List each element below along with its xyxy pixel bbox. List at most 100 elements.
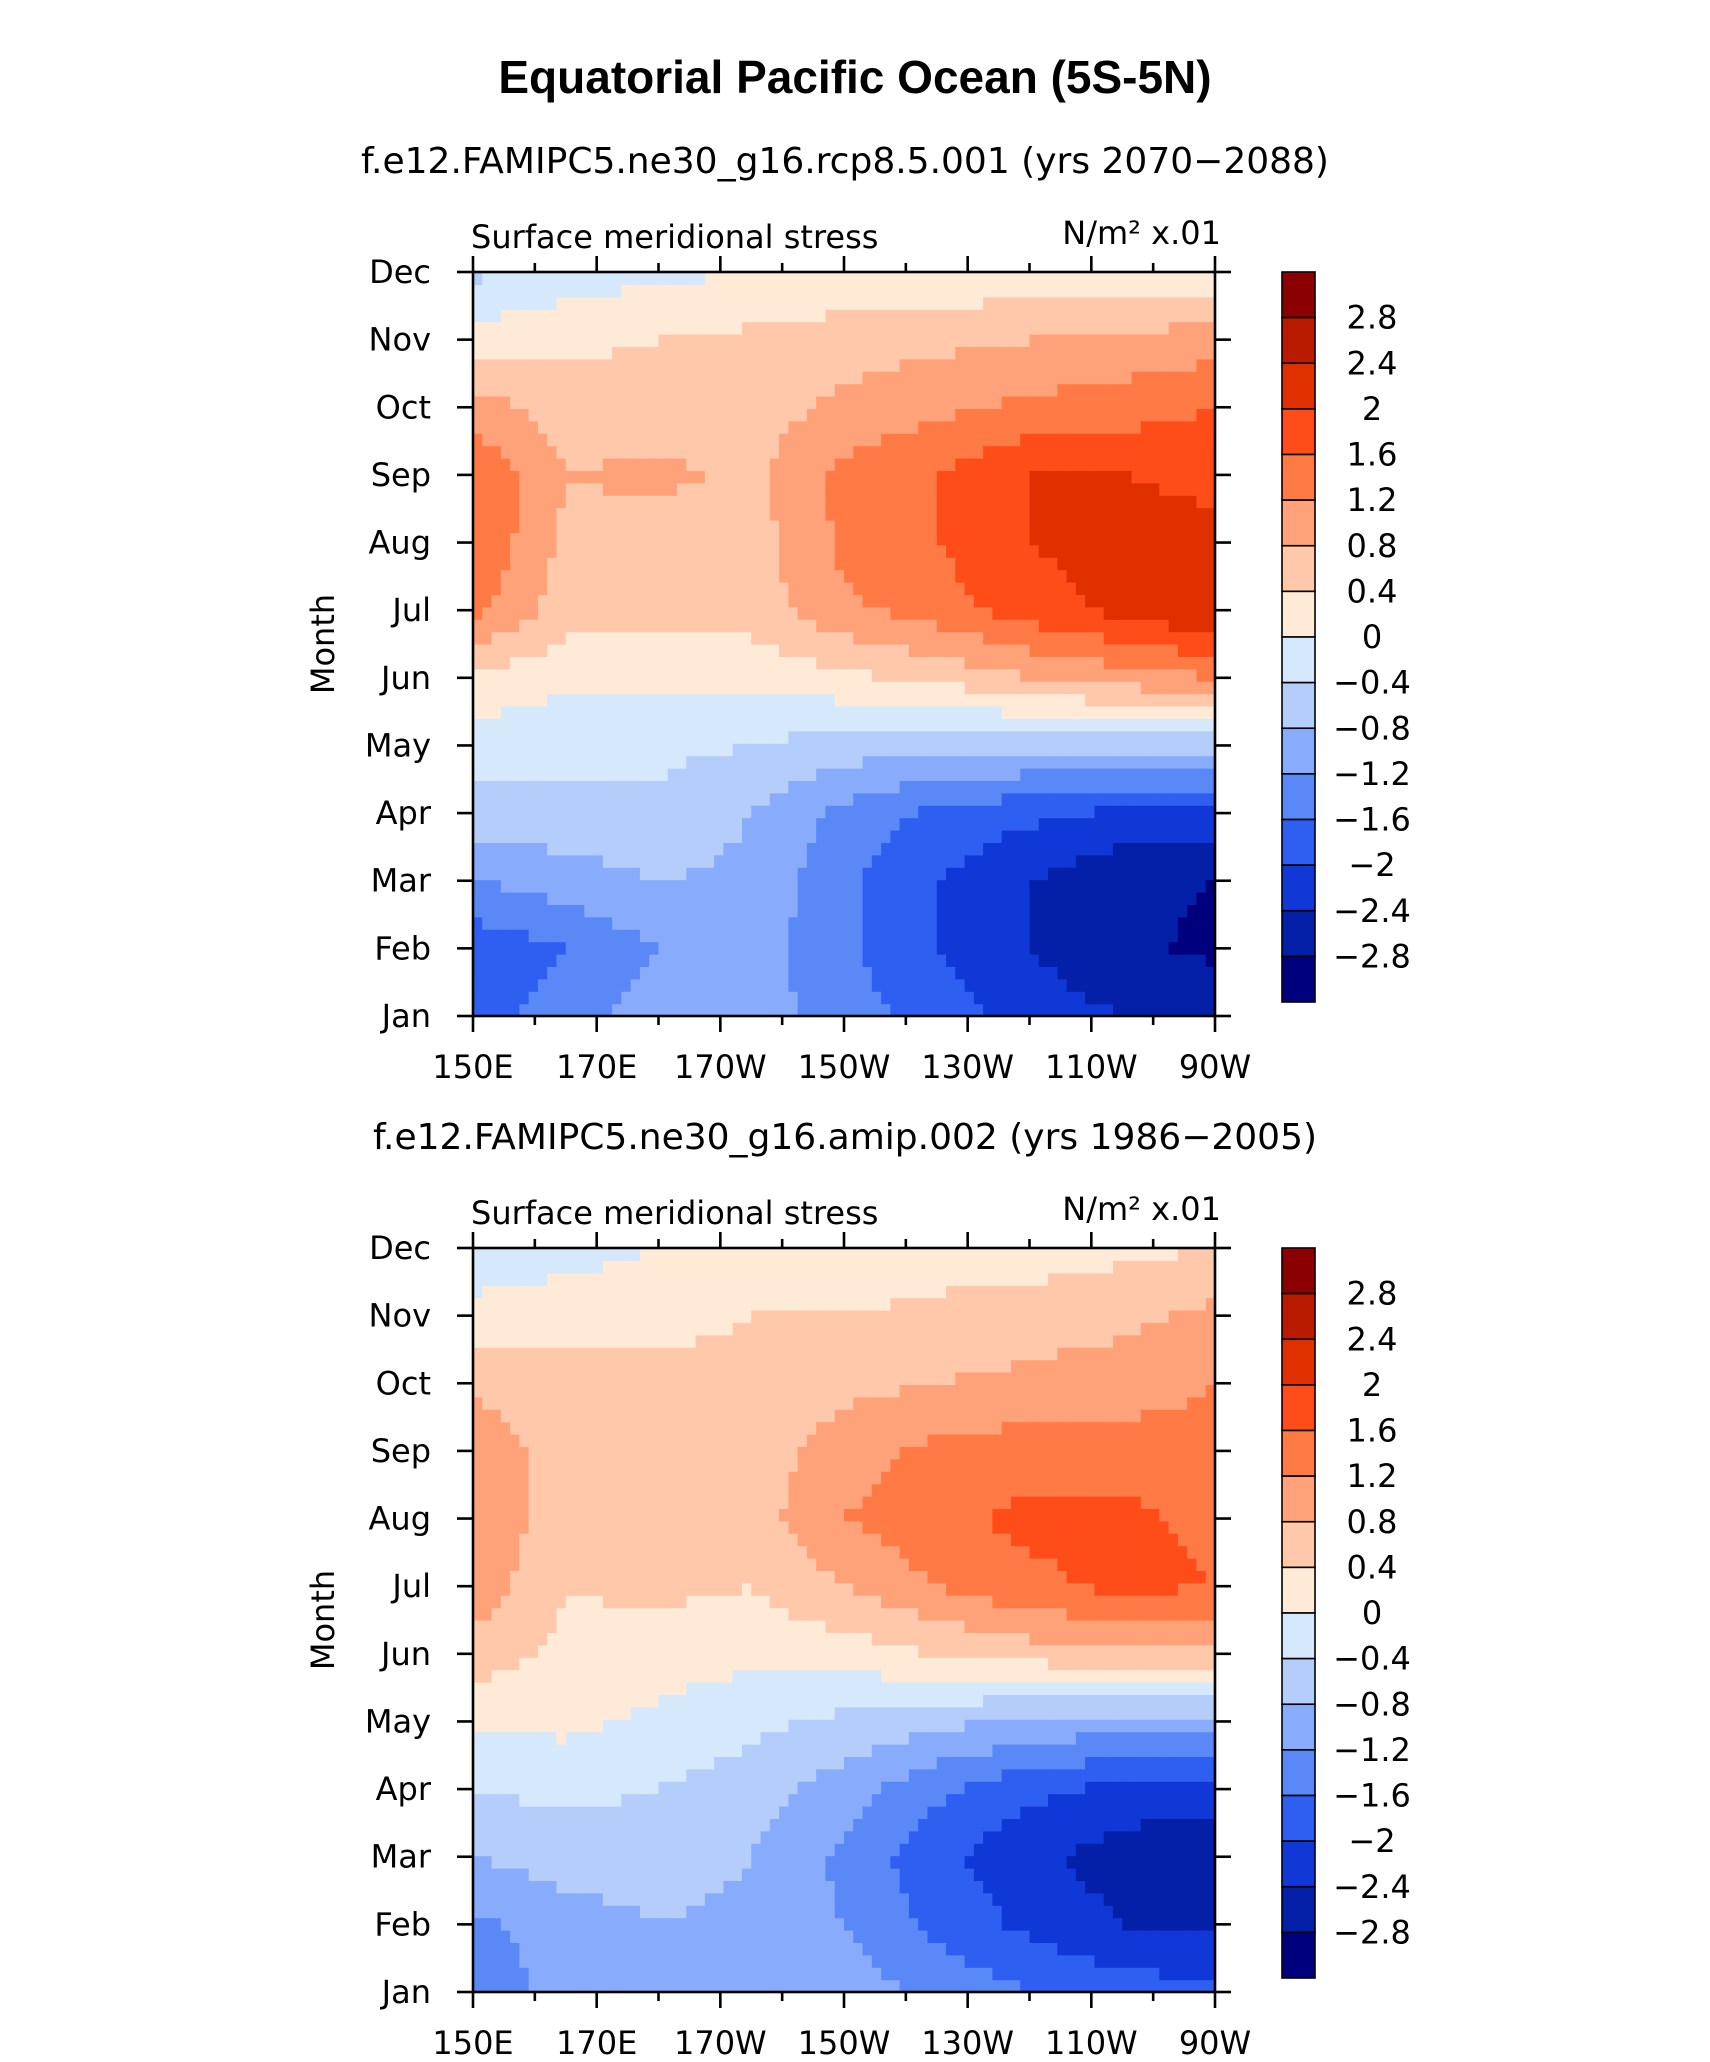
heatmap-cell <box>779 991 789 1005</box>
heatmap-cell <box>510 557 520 571</box>
heatmap-cell <box>1168 1003 1179 1017</box>
heatmap-cell <box>704 792 715 806</box>
heatmap-cell <box>890 383 901 397</box>
heatmap-cell <box>1029 408 1040 422</box>
heatmap-cell <box>1103 668 1114 682</box>
heatmap-cell <box>936 383 947 397</box>
heatmap-cell <box>473 892 483 905</box>
heatmap-cell <box>547 371 558 385</box>
heatmap-cell <box>760 668 771 682</box>
heatmap-cell <box>593 892 604 905</box>
heatmap-cell <box>649 991 660 1005</box>
heatmap-cell <box>1010 520 1021 533</box>
heatmap-cell <box>1122 916 1133 930</box>
heatmap-cell <box>918 482 929 496</box>
heatmap-cell <box>1038 358 1049 372</box>
heatmap-cell <box>630 296 641 310</box>
heatmap-cell <box>918 445 929 459</box>
heatmap-cell <box>1057 606 1068 620</box>
heatmap-cell <box>964 482 975 496</box>
heatmap-cell <box>769 904 780 918</box>
heatmap-cell <box>741 693 752 707</box>
heatmap-cell <box>936 557 947 571</box>
heatmap-cell <box>649 606 660 620</box>
heatmap-cell <box>1112 991 1123 1005</box>
heatmap-cell <box>547 842 558 856</box>
heatmap-cell <box>658 371 669 385</box>
heatmap-cell <box>482 309 493 323</box>
heatmap-cell <box>992 668 1003 682</box>
heatmap-cell <box>1038 892 1049 905</box>
heatmap-cell <box>602 854 613 868</box>
heatmap-cell <box>751 631 762 645</box>
heatmap-cell <box>918 892 929 905</box>
heatmap-cell <box>779 532 789 546</box>
heatmap-cell <box>1150 755 1160 769</box>
heatmap-cell <box>482 396 493 409</box>
heatmap-cell <box>473 1669 483 1683</box>
heatmap-cell <box>1150 954 1160 967</box>
heatmap-cell <box>899 594 910 608</box>
heatmap-cell <box>918 817 929 831</box>
heatmap-cell <box>510 656 520 670</box>
heatmap-cell <box>602 482 613 496</box>
heatmap-cell <box>1048 396 1058 409</box>
heatmap-cell <box>871 730 882 744</box>
heatmap-cell <box>686 309 697 323</box>
heatmap-cell <box>964 383 975 397</box>
heatmap-cell <box>881 619 891 633</box>
heatmap-cell <box>677 420 687 434</box>
heatmap-cell <box>621 284 632 298</box>
heatmap-cell <box>862 867 873 881</box>
heatmap-cell <box>639 916 650 930</box>
heatmap-cell <box>1048 520 1058 533</box>
heatmap-cell <box>510 458 520 471</box>
heatmap-cell <box>593 656 604 670</box>
heatmap-cell <box>649 892 660 905</box>
heatmap-cell <box>1085 842 1096 856</box>
heatmap-cell <box>1001 383 1012 397</box>
heatmap-cell <box>658 606 669 620</box>
heatmap-cell <box>639 433 650 447</box>
heatmap-cell <box>500 346 511 360</box>
heatmap-cell <box>602 358 613 372</box>
heatmap-cell <box>1001 321 1012 335</box>
heatmap-cell <box>1020 867 1031 881</box>
heatmap-cell <box>890 532 901 546</box>
heatmap-cell <box>955 929 966 943</box>
heatmap-cell <box>704 991 715 1005</box>
heatmap-cell <box>1085 346 1096 360</box>
heatmap-cell <box>1140 296 1151 310</box>
heatmap-cell <box>1112 854 1123 868</box>
heatmap-cell <box>964 420 975 434</box>
heatmap-cell <box>1066 916 1077 930</box>
heatmap-cell <box>528 445 539 459</box>
heatmap-cell <box>630 594 641 608</box>
heatmap-cell <box>908 619 919 633</box>
heatmap-cell <box>983 904 994 918</box>
heatmap-cell <box>1020 706 1031 719</box>
heatmap-cell <box>1001 309 1012 323</box>
heatmap-cell <box>1177 792 1188 806</box>
heatmap-cell <box>1177 644 1188 657</box>
heatmap-cell <box>1094 482 1105 496</box>
heatmap-cell <box>630 557 641 571</box>
heatmap-cell <box>741 706 752 719</box>
heatmap-cell <box>1168 544 1179 558</box>
heatmap-cell <box>1048 420 1058 434</box>
heatmap-cell <box>927 693 938 707</box>
heatmap-cell <box>537 507 548 521</box>
heatmap-cell <box>1001 991 1012 1005</box>
heatmap-cell <box>677 433 687 447</box>
heatmap-cell <box>816 929 827 943</box>
heatmap-cell <box>1122 321 1133 335</box>
heatmap-cell <box>779 507 789 521</box>
heatmap-cell <box>751 346 762 360</box>
heatmap-cell <box>955 334 966 347</box>
heatmap-cell <box>983 383 994 397</box>
heatmap-cell <box>881 842 891 856</box>
heatmap-cell <box>908 706 919 719</box>
heatmap-cell <box>1057 730 1068 744</box>
heatmap-cell <box>936 755 947 769</box>
heatmap-cell <box>927 830 938 843</box>
